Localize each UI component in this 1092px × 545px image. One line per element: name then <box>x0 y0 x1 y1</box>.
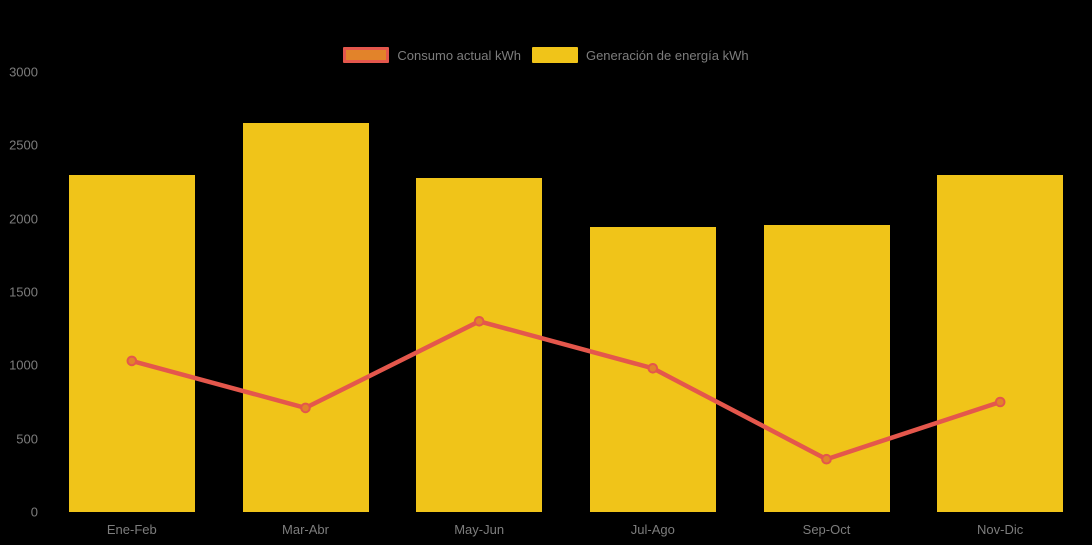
x-tick-label: Mar-Abr <box>282 522 329 537</box>
legend-item-generacion[interactable]: Generación de energía kWh <box>531 47 749 63</box>
data-point-marker[interactable] <box>473 316 485 327</box>
y-tick-label: 0 <box>30 504 38 520</box>
legend-label-consumo: Consumo actual kWh <box>397 47 521 63</box>
x-tick-label: Nov-Dic <box>977 522 1024 537</box>
y-tick-label: 3000 <box>9 64 38 80</box>
data-point-marker[interactable] <box>300 402 311 414</box>
bar[interactable] <box>937 174 1064 512</box>
x-tick-label: Ene-Feb <box>106 522 157 537</box>
y-tick-label: 2500 <box>9 137 38 153</box>
y-tick-label: 1000 <box>9 357 38 373</box>
legend-label-generacion: Generación de energía kWh <box>585 47 749 63</box>
bar[interactable] <box>416 177 543 512</box>
x-tick-label: Sep-Oct <box>802 522 851 537</box>
generacion-bar-swatch-icon <box>531 47 578 63</box>
legend: Consumo actual kWh Generación de energía… <box>0 47 1092 63</box>
bar[interactable] <box>68 174 195 512</box>
legend-item-consumo[interactable]: Consumo actual kWh <box>343 47 521 63</box>
y-tick-label: 1500 <box>9 284 38 300</box>
data-point-marker[interactable] <box>647 363 659 374</box>
data-point-marker[interactable] <box>994 396 1006 408</box>
bar[interactable] <box>242 123 369 512</box>
bar[interactable] <box>763 224 890 512</box>
data-point-marker[interactable] <box>821 453 832 465</box>
data-point-marker[interactable] <box>126 355 138 367</box>
x-tick-label: May-Jun <box>454 522 505 537</box>
consumo-line-swatch-icon <box>343 47 390 63</box>
y-tick-label: 500 <box>16 431 38 447</box>
y-tick-label: 2000 <box>9 211 38 227</box>
x-tick-label: Jul-Ago <box>630 522 675 537</box>
